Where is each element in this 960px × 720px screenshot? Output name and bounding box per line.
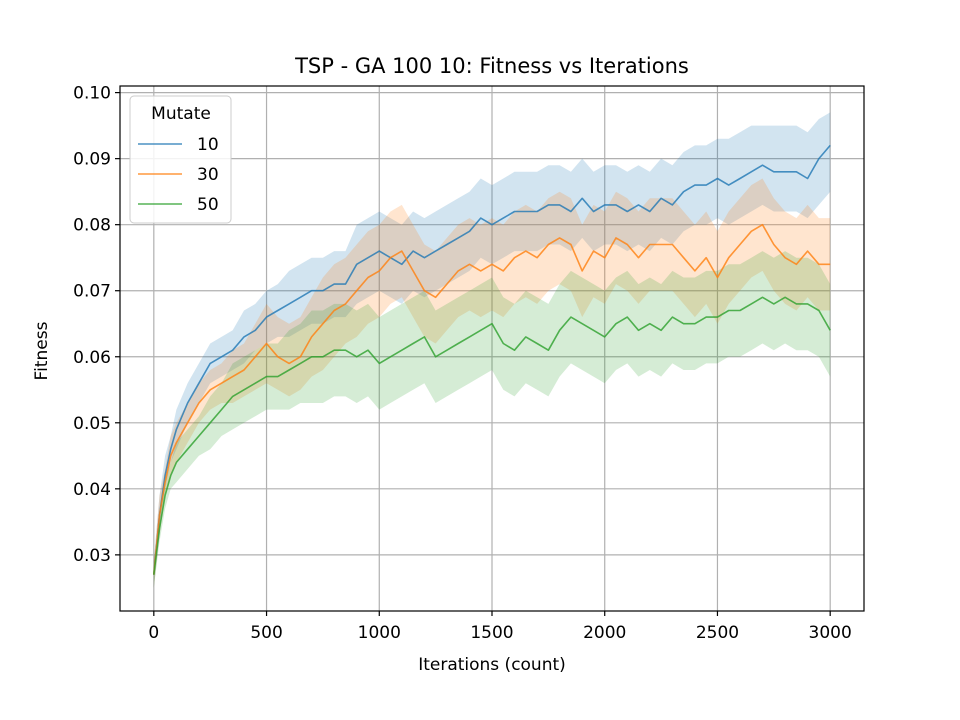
y-tick-label: 0.10 <box>73 84 111 104</box>
x-tick-label: 1500 <box>470 623 513 643</box>
y-tick-label: 0.09 <box>73 150 111 170</box>
x-axis-label: Iterations (count) <box>418 655 566 675</box>
x-tick-label: 1000 <box>358 623 401 643</box>
legend-box <box>129 95 232 224</box>
y-axis-ticks: 0.03 0.04 0.05 0.06 0.07 0.08 0.09 0.10 <box>73 84 120 566</box>
series-lines <box>153 144 831 575</box>
line-series-10 <box>153 144 831 575</box>
y-tick-label: 0.05 <box>73 414 111 434</box>
x-tick-label: 2000 <box>583 623 626 643</box>
x-tick-label: 0 <box>148 623 159 643</box>
y-tick-label: 0.06 <box>73 348 111 368</box>
legend-items: 10 30 50 <box>138 135 219 215</box>
x-tick-label: 3000 <box>809 623 852 643</box>
legend-label-30: 30 <box>197 165 219 185</box>
y-axis-label: Fitness <box>32 321 52 380</box>
band-series-50 <box>153 251 831 588</box>
line-series-50 <box>153 296 831 575</box>
confidence-bands <box>153 112 831 588</box>
y-tick-label: 0.04 <box>73 480 111 500</box>
x-tick-label: 2500 <box>696 623 739 643</box>
legend-title: Mutate <box>151 104 211 124</box>
y-tick-label: 0.03 <box>73 546 111 566</box>
legend-label-10: 10 <box>197 135 219 155</box>
line-series-30 <box>153 223 831 575</box>
y-tick-label: 0.07 <box>73 282 111 302</box>
x-tick-label: 500 <box>250 623 282 643</box>
legend-label-50: 50 <box>197 195 219 215</box>
band-series-10 <box>153 112 831 588</box>
y-tick-label: 0.08 <box>73 216 111 236</box>
chart-title: TSP - GA 100 10: Fitness vs Iterations <box>294 54 689 78</box>
legend: Mutate 10 30 50 <box>129 95 232 224</box>
grid <box>120 86 864 611</box>
x-axis-ticks: 0 500 1000 1500 2000 2500 3000 <box>148 611 852 643</box>
band-series-30 <box>153 178 831 588</box>
